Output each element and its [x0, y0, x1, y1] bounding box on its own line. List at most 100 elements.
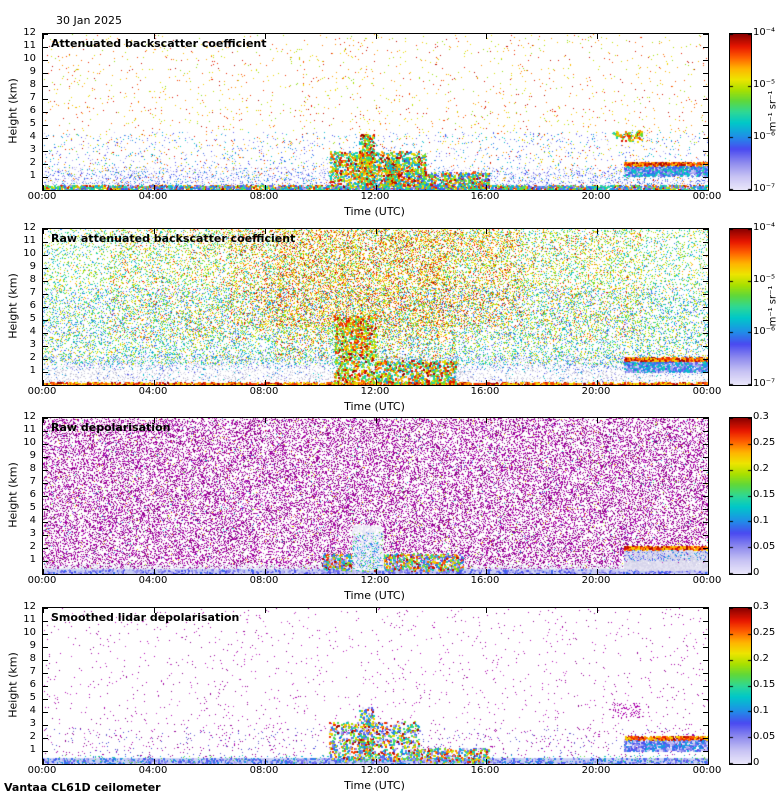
y-tick-label: 8	[29, 653, 36, 664]
y-tick-mark	[703, 86, 708, 87]
x-tick-mark	[597, 380, 598, 385]
y-tick-mark	[43, 281, 48, 282]
y-tick-label: 6	[29, 489, 36, 500]
x-tick-mark	[486, 229, 487, 234]
y-tick-label: 6	[29, 105, 36, 116]
x-tick-label: 12:00	[360, 386, 390, 397]
y-tick-mark	[43, 686, 48, 687]
y-tick-mark	[43, 255, 48, 256]
x-tick-label: 00:00	[27, 765, 57, 776]
y-tick-mark	[43, 418, 48, 419]
colorbar-unit-label: m⁻¹ sr⁻¹	[767, 90, 779, 132]
y-tick-mark	[703, 634, 708, 635]
x-tick-mark	[376, 759, 377, 764]
x-tick-mark	[486, 34, 487, 39]
y-tick-mark	[703, 509, 708, 510]
y-tick-mark	[43, 699, 48, 700]
x-tick-label: 00:00	[692, 191, 722, 202]
y-tick-mark	[703, 608, 708, 609]
y-tick-mark	[43, 320, 48, 321]
x-tick-mark	[43, 608, 44, 613]
x-tick-label: 00:00	[27, 191, 57, 202]
y-tick-label: 4	[29, 131, 36, 142]
y-tick-mark	[703, 307, 708, 308]
y-tick-mark	[703, 151, 708, 152]
panel-attenuated-backscatter: Height (km) Attenuated backscatter coeff…	[0, 27, 780, 229]
y-tick-mark	[703, 699, 708, 700]
x-tick-label: 08:00	[249, 575, 279, 586]
y-tick-mark	[703, 47, 708, 48]
plot-title: Raw attenuated backscatter coefficient	[51, 232, 296, 245]
x-tick-label: 20:00	[581, 575, 611, 586]
panel-smoothed-depolarisation: Height (km) Smoothed lidar depolarisatio…	[0, 601, 780, 800]
x-tick-label: 00:00	[27, 575, 57, 586]
x-tick-mark	[154, 418, 155, 423]
y-tick-mark	[43, 712, 48, 713]
x-axis-label: Time (UTC)	[344, 400, 405, 413]
y-tick-mark	[703, 255, 708, 256]
y-tick-label: 7	[29, 287, 36, 298]
y-tick-label: 6	[29, 679, 36, 690]
x-tick-mark	[486, 569, 487, 574]
colorbar-tick-label: 0.15	[753, 489, 776, 500]
y-tick-mark	[703, 522, 708, 523]
y-tick-mark	[703, 561, 708, 562]
y-tick-mark	[703, 112, 708, 113]
x-tick-label: 04:00	[138, 575, 168, 586]
y-tick-mark	[703, 60, 708, 61]
colorbar-canvas	[730, 418, 751, 574]
y-tick-mark	[703, 660, 708, 661]
x-tick-mark	[43, 34, 44, 39]
y-tick-mark	[43, 561, 48, 562]
y-tick-mark	[703, 725, 708, 726]
y-tick-mark	[43, 86, 48, 87]
y-tick-label: 12	[23, 411, 36, 422]
colorbar-canvas	[730, 229, 751, 385]
y-tick-mark	[703, 673, 708, 674]
plot-area: Raw depolarisation	[42, 417, 709, 575]
x-tick-mark	[376, 380, 377, 385]
y-tick-mark	[43, 535, 48, 536]
y-tick-label: 11	[23, 40, 36, 51]
x-tick-mark	[154, 380, 155, 385]
y-tick-label: 9	[29, 450, 36, 461]
y-tick-mark	[43, 34, 48, 35]
x-tick-label: 08:00	[249, 386, 279, 397]
colorbar	[729, 33, 752, 191]
y-tick-mark	[703, 457, 708, 458]
y-tick-mark	[43, 151, 48, 152]
colorbar-tick-label: 0.2	[753, 653, 769, 664]
y-tick-mark	[703, 418, 708, 419]
y-tick-mark	[703, 73, 708, 74]
y-tick-label: 6	[29, 300, 36, 311]
x-tick-label: 04:00	[138, 191, 168, 202]
y-tick-label: 8	[29, 463, 36, 474]
y-tick-mark	[43, 177, 48, 178]
y-tick-label: 7	[29, 92, 36, 103]
y-tick-mark	[43, 431, 48, 432]
y-tick-mark	[43, 73, 48, 74]
y-tick-mark	[703, 686, 708, 687]
y-tick-label: 12	[23, 601, 36, 612]
colorbar-tick-label: 10⁻⁵	[753, 79, 776, 90]
x-tick-mark	[154, 229, 155, 234]
x-tick-label: 12:00	[360, 575, 390, 586]
x-tick-mark	[265, 569, 266, 574]
plot-title: Attenuated backscatter coefficient	[51, 37, 267, 50]
colorbar-tick-label: 10⁻⁴	[753, 27, 776, 38]
y-tick-mark	[43, 60, 48, 61]
y-tick-mark	[43, 522, 48, 523]
x-tick-label: 00:00	[692, 765, 722, 776]
x-tick-mark	[43, 418, 44, 423]
y-tick-mark	[703, 164, 708, 165]
x-tick-mark	[708, 34, 709, 39]
x-tick-mark	[597, 229, 598, 234]
x-tick-mark	[708, 229, 709, 234]
colorbar-tick-label: 10⁻⁶	[753, 131, 776, 142]
x-tick-mark	[708, 380, 709, 385]
colorbar	[729, 607, 752, 765]
y-tick-mark	[703, 99, 708, 100]
x-tick-label: 20:00	[581, 191, 611, 202]
y-tick-mark	[703, 320, 708, 321]
x-tick-mark	[597, 34, 598, 39]
